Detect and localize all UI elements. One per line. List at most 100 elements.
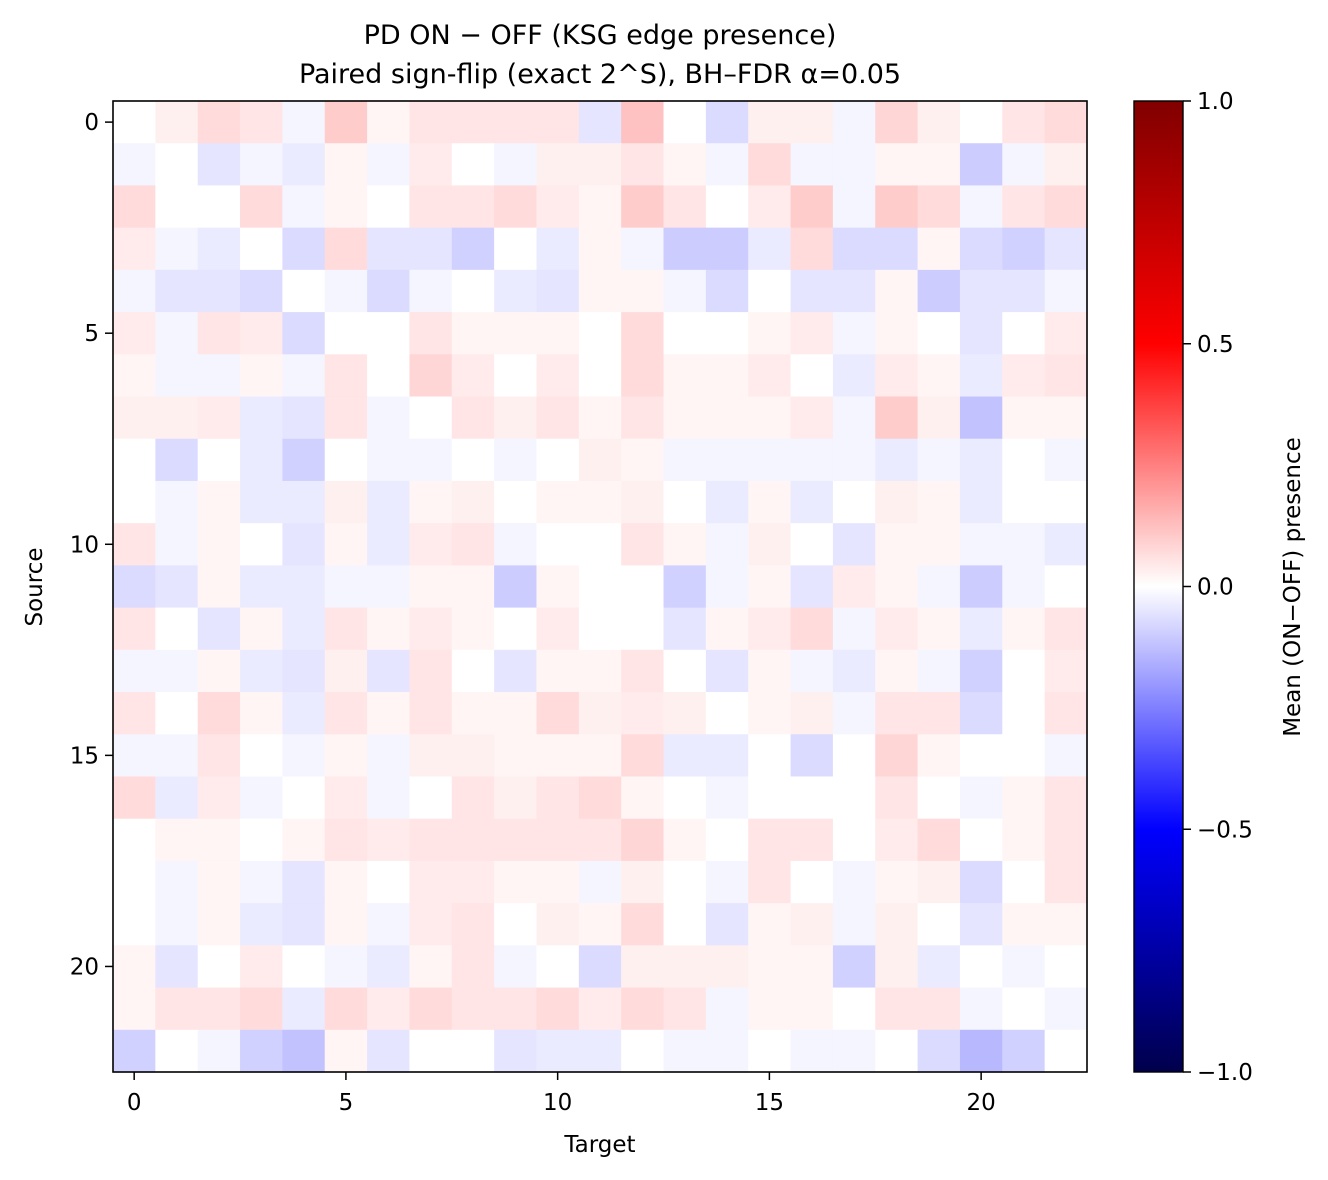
heatmap-cell (451, 185, 495, 229)
heatmap-cell (197, 987, 241, 1031)
heatmap-cell (832, 734, 876, 778)
heatmap-cell (875, 903, 919, 946)
heatmap-cell (748, 101, 792, 144)
heatmap-cell (705, 227, 749, 271)
heatmap-cell (113, 565, 156, 609)
heatmap-cell (1044, 649, 1088, 693)
heatmap-cell (155, 480, 199, 524)
heatmap-cell (536, 1029, 580, 1073)
heatmap-cell (367, 523, 411, 566)
heatmap-cell (621, 734, 665, 778)
heatmap-cell (324, 987, 368, 1031)
heatmap-cell (663, 987, 707, 1031)
heatmap-cell (959, 312, 1003, 355)
heatmap-cell (409, 1029, 453, 1073)
heatmap-cell (113, 903, 156, 946)
heatmap-cell (875, 143, 919, 187)
heatmap-cell (832, 523, 876, 566)
heatmap-cell (367, 692, 411, 735)
heatmap-cell (790, 312, 834, 355)
heatmap-cell (494, 269, 538, 313)
heatmap-cell (663, 860, 707, 904)
heatmap-cell (1002, 860, 1046, 904)
heatmap-cell (790, 776, 834, 820)
heatmap-cell (367, 987, 411, 1031)
heatmap-cell (240, 818, 283, 862)
heatmap-cell (451, 565, 495, 609)
heatmap-cell (367, 480, 411, 524)
heatmap-cell (790, 396, 834, 440)
heatmap-cell (663, 607, 707, 651)
heatmap-cell (1044, 227, 1088, 271)
heatmap-cell (113, 480, 156, 524)
heatmap-cell (705, 692, 749, 735)
heatmap-cell (282, 776, 326, 820)
colorbar-label: Mean (ON−OFF) presence (1280, 437, 1306, 737)
heatmap-cell (578, 1029, 622, 1073)
heatmap-cell (832, 565, 876, 609)
heatmap-cell (324, 438, 368, 482)
heatmap-cell (494, 903, 538, 946)
heatmap-cell (409, 312, 453, 355)
heatmap-cell (917, 227, 961, 271)
heatmap-cell (917, 860, 961, 904)
heatmap-cell (282, 945, 326, 989)
heatmap-cell (832, 776, 876, 820)
heatmap-cell (748, 312, 792, 355)
heatmap-cell (113, 354, 156, 398)
heatmap-cell (578, 692, 622, 735)
heatmap-cell (705, 860, 749, 904)
heatmap-cell (1002, 523, 1046, 566)
heatmap-cell (578, 987, 622, 1031)
heatmap-cell (494, 143, 538, 187)
heatmap-cell (367, 227, 411, 271)
heatmap-cell (1044, 987, 1088, 1031)
heatmap-cell (959, 692, 1003, 735)
heatmap-cell (663, 523, 707, 566)
heatmap-cell (451, 903, 495, 946)
heatmap-cell (621, 312, 665, 355)
heatmap-cell (663, 101, 707, 144)
heatmap-cell (155, 523, 199, 566)
heatmap-cell (113, 101, 156, 144)
heatmap-cell (197, 396, 241, 440)
heatmap-cell (790, 523, 834, 566)
heatmap-cell (155, 987, 199, 1031)
heatmap-cell (367, 607, 411, 651)
heatmap-cell (197, 438, 241, 482)
heatmap-cell (240, 776, 283, 820)
heatmap-cell (578, 354, 622, 398)
heatmap-cell (748, 269, 792, 313)
heatmap-cell (790, 945, 834, 989)
heatmap-cell (790, 269, 834, 313)
heatmap-cell (240, 396, 283, 440)
heatmap-cell (959, 480, 1003, 524)
heatmap-cell (748, 523, 792, 566)
heatmap-cell (197, 354, 241, 398)
heatmap-cell (705, 776, 749, 820)
heatmap-cell (409, 903, 453, 946)
heatmap-cell (536, 523, 580, 566)
heatmap-cell (959, 1029, 1003, 1073)
heatmap-cell (875, 649, 919, 693)
x-tick-label: 5 (339, 1090, 354, 1116)
heatmap-cell (748, 227, 792, 271)
heatmap-cell (621, 101, 665, 144)
heatmap-cell (367, 312, 411, 355)
heatmap-cell (875, 945, 919, 989)
heatmap-cell (494, 860, 538, 904)
heatmap-cell (1044, 523, 1088, 566)
heatmap-cell (197, 1029, 241, 1073)
heatmap-cell (536, 143, 580, 187)
heatmap-cell (494, 227, 538, 271)
heatmap-cell (197, 945, 241, 989)
heatmap-cell (1044, 480, 1088, 524)
heatmap-cell (832, 1029, 876, 1073)
heatmap-cell (621, 818, 665, 862)
y-tick-label: 15 (70, 743, 99, 769)
x-axis-ticks: 0 5 10 15 20 (127, 1072, 996, 1116)
heatmap-cell (959, 523, 1003, 566)
heatmap-cell (832, 101, 876, 144)
heatmap-cell (1044, 312, 1088, 355)
heatmap-cell (748, 987, 792, 1031)
